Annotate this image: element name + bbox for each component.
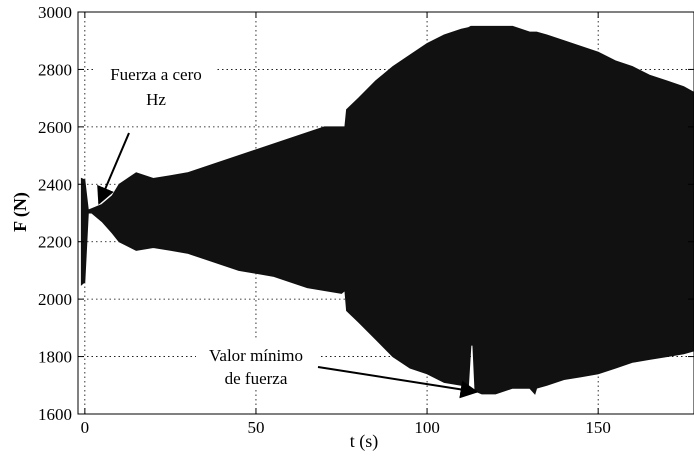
annotation-zero-hz-line1: Fuerza a cero <box>110 65 202 84</box>
y-tick-label: 2400 <box>38 175 72 194</box>
annotation-zero-hz-arrow <box>97 132 130 205</box>
annotation-min-force-arrow <box>317 366 479 399</box>
y-tick-label: 3000 <box>38 3 72 22</box>
annotation-min-force: Valor mínimo de fuerza <box>196 340 479 399</box>
annotation-zero-hz-bg <box>94 64 216 112</box>
annotation-min-force-line1: Valor mínimo <box>209 346 303 365</box>
y-tick-label: 2600 <box>38 118 72 137</box>
annotation-zero-hz-line2: Hz <box>146 90 166 109</box>
force-envelope-area <box>80 25 694 395</box>
y-tick-label: 1600 <box>38 405 72 424</box>
annotation-min-force-line2: de fuerza <box>225 369 288 388</box>
x-tick-label: 100 <box>414 418 440 437</box>
data-layer <box>80 25 694 395</box>
plot-frame <box>77 11 694 415</box>
annotation-min-force-bg <box>196 340 318 390</box>
tick-labels: 1600 1800 2000 2200 2400 2600 2800 3000 0 50 100 15… <box>38 3 611 437</box>
y-tick-label: 2000 <box>38 290 72 309</box>
y-tick-label: 1800 <box>38 348 72 367</box>
x-tick-label: 50 <box>247 418 264 437</box>
y-axis-label: F (N) <box>10 192 31 232</box>
y-tick-label: 2800 <box>38 60 72 79</box>
y-tick-label: 2200 <box>38 233 72 252</box>
x-axis-label: t (s) <box>350 431 379 452</box>
annotation-zero-hz: Fuerza a cero Hz <box>94 64 216 205</box>
ticks <box>78 11 694 415</box>
x-tick-label: 150 <box>585 418 611 437</box>
x-tick-label: 0 <box>81 418 90 437</box>
